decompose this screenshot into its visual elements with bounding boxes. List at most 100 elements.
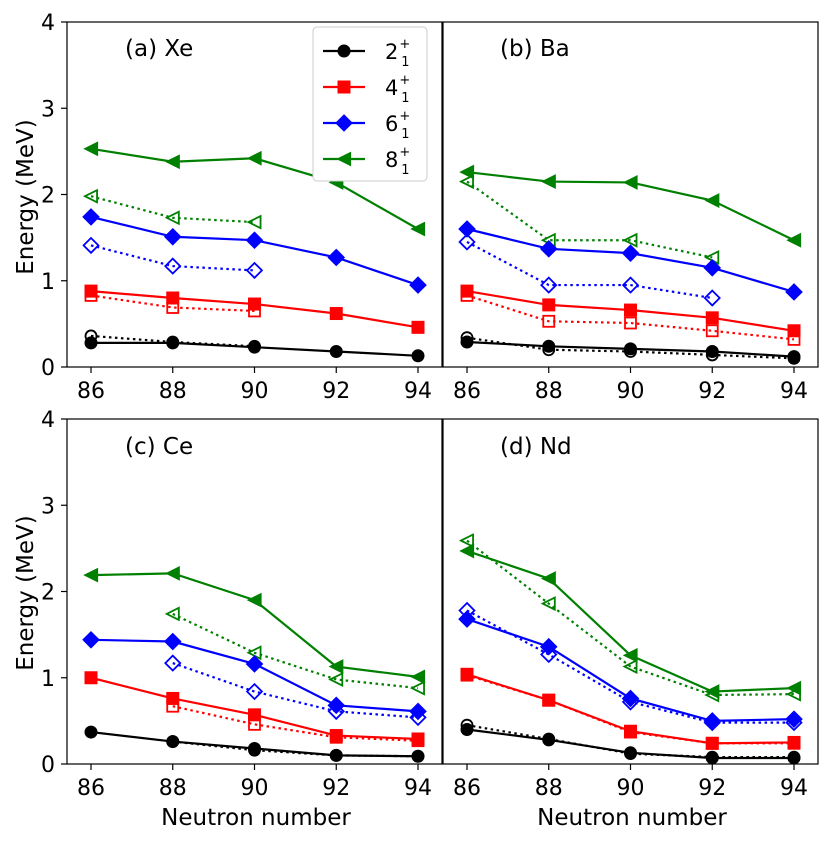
x-tick-label: 90 [617, 776, 645, 801]
data-point-solid-4 [460, 667, 474, 681]
data-point-solid-2 [411, 349, 425, 363]
legend-marker-4 [337, 80, 351, 94]
y-axis-label-top: Energy (MeV) [13, 119, 39, 275]
x-tick-label: 88 [535, 379, 563, 404]
y-tick-label: 3 [41, 494, 55, 519]
data-point-solid-8 [410, 669, 426, 685]
panel-b: 86 88 90 92 94 (b) Ba [442, 21, 819, 404]
x-tick-label: 94 [780, 776, 808, 801]
x-tick-label: 90 [241, 776, 269, 801]
data-point-solid-6 [703, 259, 722, 277]
data-point-solid-8 [786, 680, 802, 696]
data-point-solid-2 [248, 340, 261, 354]
legend-marker-8 [336, 151, 352, 167]
data-point-solid-4 [411, 732, 425, 746]
data-point-solid-4 [411, 320, 425, 334]
data-point-dotted-4 [624, 316, 637, 330]
panel-b-label: (b) Ba [500, 36, 570, 62]
panels: 86 88 90 92 94 0 1 2 3 4 (a) Xe 2+ 14+ 16+ 18+ 1 86 88 90 9… [41, 11, 819, 801]
data-point-solid-4 [248, 297, 261, 311]
data-point-solid-6 [327, 696, 346, 715]
x-tick-label: 86 [453, 776, 481, 801]
data-point-solid-8 [622, 647, 638, 663]
data-point-solid-4 [705, 736, 719, 750]
data-point-solid-6 [327, 248, 346, 267]
data-point-solid-2 [624, 342, 637, 356]
data-point-solid-2 [329, 344, 343, 358]
data-point-solid-8 [459, 164, 475, 180]
data-point-solid-6 [539, 637, 558, 656]
data-point-solid-8 [410, 221, 426, 237]
legend-marker-2 [337, 44, 351, 58]
data-point-solid-4 [542, 693, 556, 707]
x-axis-label-left: Neutron number [161, 805, 351, 831]
x-tick-label: 88 [535, 776, 563, 801]
series-dotted-4-line [466, 294, 795, 341]
data-point-solid-6 [785, 710, 803, 728]
data-point-solid-2 [460, 335, 474, 349]
data-point-dotted-8 [622, 232, 638, 248]
data-point-solid-8 [704, 684, 720, 699]
series-dotted-8-line [90, 195, 255, 224]
data-point-dotted-8 [328, 671, 344, 687]
data-point-solid-2 [166, 336, 180, 350]
x-tick-label: 94 [404, 379, 432, 404]
data-point-dotted-6 [164, 654, 182, 672]
data-point-dotted-6 [164, 257, 182, 275]
y-tick-label: 4 [41, 408, 55, 433]
y-tick-label: 1 [41, 270, 55, 295]
series-dotted-2-line [466, 724, 794, 759]
data-point-dotted-8 [164, 606, 180, 622]
data-point-solid-4 [166, 291, 180, 305]
panel-c: 86 88 90 92 94 0 1 2 3 4 (c) Ce [41, 408, 443, 801]
data-point-solid-2 [542, 339, 556, 353]
data-point-solid-4 [329, 729, 343, 743]
series-dotted-6-line [90, 244, 255, 272]
x-tick-label: 86 [77, 776, 105, 801]
panel-a: 86 88 90 92 94 0 1 2 3 4 (a) Xe 2+ 14+ 16+ 18+ 1 [41, 11, 443, 404]
data-point-dotted-8 [82, 188, 98, 204]
data-point-dotted-6 [245, 682, 264, 701]
data-point-solid-6 [82, 630, 100, 649]
data-point-solid-2 [329, 748, 343, 762]
data-point-solid-8 [541, 571, 556, 586]
data-point-solid-4 [542, 298, 556, 312]
x-tick-label: 94 [404, 776, 432, 801]
series-dotted-8-line [466, 539, 795, 697]
data-point-solid-6 [539, 240, 558, 258]
data-point-solid-6 [703, 712, 722, 730]
x-tick-label: 92 [322, 379, 350, 404]
data-point-solid-2 [624, 746, 637, 760]
data-point-solid-4 [166, 691, 180, 705]
legend-marker-6 [335, 114, 353, 132]
data-point-solid-4 [84, 671, 98, 685]
data-point-solid-8 [459, 543, 475, 559]
x-tick-label: 86 [453, 379, 481, 404]
data-point-dotted-8 [540, 596, 556, 612]
data-point-solid-6 [245, 655, 264, 673]
data-point-dotted-6 [621, 276, 640, 294]
legend-box [312, 26, 428, 182]
data-point-solid-2 [705, 751, 719, 765]
data-point-solid-4 [329, 307, 343, 321]
data-point-solid-4 [705, 311, 719, 325]
data-point-solid-8 [328, 659, 344, 674]
data-point-dotted-4 [542, 314, 556, 328]
x-tick-label: 86 [77, 379, 105, 404]
data-point-solid-8 [622, 175, 638, 190]
data-point-solid-6 [458, 610, 476, 628]
panel-c-label: (c) Ce [125, 434, 193, 460]
x-tick-label: 94 [780, 379, 808, 404]
data-point-solid-6 [82, 208, 100, 226]
data-point-dotted-8 [164, 210, 180, 226]
data-point-solid-2 [787, 350, 801, 364]
data-point-solid-4 [624, 303, 637, 317]
y-tick-label: 0 [41, 356, 55, 381]
data-point-dotted-4 [705, 324, 719, 338]
data-point-solid-8 [165, 154, 180, 170]
x-tick-label: 88 [159, 776, 187, 801]
data-point-solid-2 [542, 733, 556, 747]
x-tick-label: 92 [322, 776, 350, 801]
data-point-dotted-6 [703, 289, 721, 307]
data-point-solid-8 [83, 141, 99, 157]
